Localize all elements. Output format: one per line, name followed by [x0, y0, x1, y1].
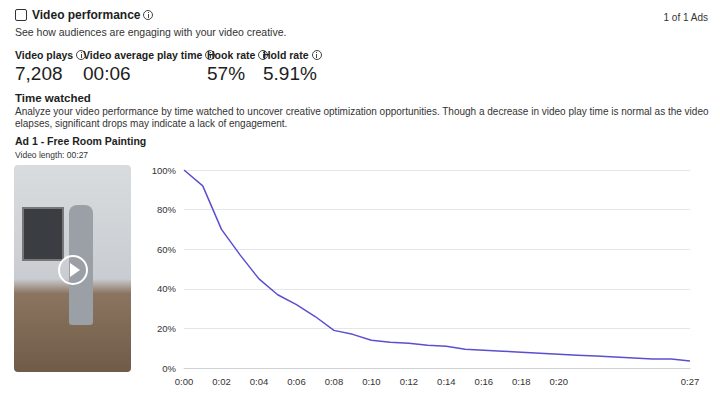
svg-text:0:27: 0:27: [681, 376, 700, 387]
html-text:Hook rate: Hook rate: [207, 49, 256, 61]
html-text:Time watched: Time watched: [15, 92, 91, 104]
html-text:Video average play time: Video average play time: [83, 49, 203, 61]
svg-text:0:12: 0:12: [400, 376, 419, 387]
svg-text:0:00: 0:00: [175, 376, 194, 387]
html-text:1 of 1 Ads: 1 of 1 Ads: [663, 12, 708, 23]
html-text:Video performance: Video performance: [32, 8, 141, 22]
svg-text:80%: 80%: [157, 204, 177, 215]
svg-text:0:20: 0:20: [550, 376, 569, 387]
svg-text:0:16: 0:16: [475, 376, 494, 387]
svg-text:60%: 60%: [157, 244, 177, 255]
html-text:57%: 57%: [207, 63, 245, 84]
svg-text:0%: 0%: [162, 363, 176, 374]
svg-text:0:10: 0:10: [362, 376, 381, 387]
svg-text:40%: 40%: [157, 283, 177, 294]
svg-text:0:02: 0:02: [212, 376, 231, 387]
html-text:Analyze your video performance: Analyze your video performance by time w…: [15, 106, 709, 129]
html-text:Video length: 00:27: Video length: 00:27: [15, 150, 89, 160]
svg-text:0:04: 0:04: [250, 376, 269, 387]
html-text:Ad 1 - Free Room Painting: Ad 1 - Free Room Painting: [15, 135, 147, 147]
html-text:Video plays: Video plays: [15, 49, 74, 61]
html-text:00:06: 00:06: [83, 63, 131, 84]
html-text:7,208: 7,208: [15, 63, 63, 84]
svg-text:0:14: 0:14: [437, 376, 456, 387]
svg-text:0:18: 0:18: [512, 376, 531, 387]
svg-text:0:08: 0:08: [325, 376, 344, 387]
html-text:5.91%: 5.91%: [263, 63, 317, 84]
svg-text:100%: 100%: [152, 165, 177, 176]
svg-text:0:06: 0:06: [287, 376, 306, 387]
svg-text:20%: 20%: [157, 323, 177, 334]
html-text:Hold rate: Hold rate: [263, 49, 309, 61]
html-text:See how audiences are engaging: See how audiences are engaging with your…: [15, 26, 287, 38]
